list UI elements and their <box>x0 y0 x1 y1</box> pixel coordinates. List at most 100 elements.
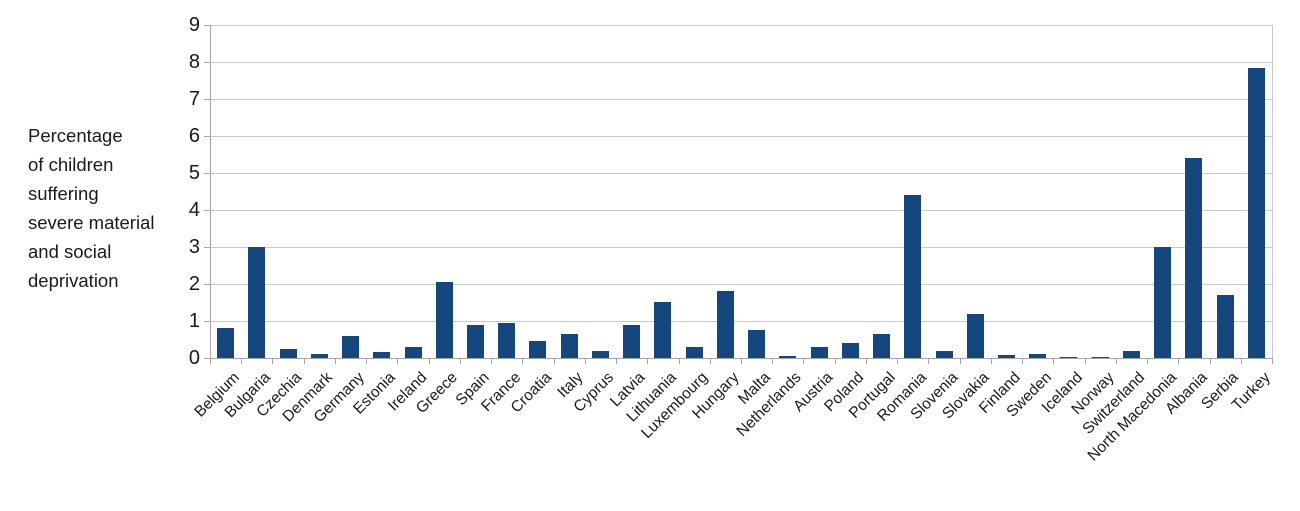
bar-denmark <box>311 354 328 358</box>
x-tick <box>803 358 804 364</box>
y-tick-label: 5 <box>188 162 200 184</box>
bar-sweden <box>1029 354 1046 358</box>
y-axis-title-line: of children <box>28 154 114 175</box>
y-tick <box>204 25 210 26</box>
y-tick <box>204 173 210 174</box>
bar-netherlands <box>779 356 796 358</box>
x-tick <box>772 358 773 364</box>
x-tick <box>1147 358 1148 364</box>
x-axis <box>204 358 1272 359</box>
y-tick-label: 7 <box>188 88 200 110</box>
x-tick <box>1241 358 1242 364</box>
bar-greece <box>436 282 453 358</box>
y-tick-label: 6 <box>188 125 200 147</box>
bar-switzerland <box>1123 351 1140 358</box>
x-tick <box>1210 358 1211 364</box>
y-axis-title: Percentage of children suffering severe mat… <box>28 121 154 295</box>
bar-slovenia <box>936 351 953 358</box>
y-tick <box>204 62 210 63</box>
y-tick-label: 4 <box>188 199 200 221</box>
bar-turkey <box>1248 68 1265 358</box>
x-tick <box>647 358 648 364</box>
x-tick <box>1085 358 1086 364</box>
x-tick <box>960 358 961 364</box>
y-axis-title-line: and social <box>28 241 112 262</box>
x-tick <box>1272 358 1273 364</box>
bar-albania <box>1185 158 1202 358</box>
y-tick <box>204 210 210 211</box>
x-tick <box>272 358 273 364</box>
x-tick <box>616 358 617 364</box>
gridline <box>210 210 1272 211</box>
x-tick <box>866 358 867 364</box>
x-tick <box>585 358 586 364</box>
x-tick <box>397 358 398 364</box>
y-tick <box>204 321 210 322</box>
bar-norway <box>1092 357 1109 358</box>
bar-germany <box>342 336 359 358</box>
x-tick <box>554 358 555 364</box>
bar-lithuania <box>654 302 671 358</box>
x-tick <box>741 358 742 364</box>
x-tick <box>210 358 211 364</box>
bar-latvia <box>623 325 640 358</box>
bar-estonia <box>373 352 390 358</box>
x-tick <box>429 358 430 364</box>
y-axis-title-line: Percentage <box>28 125 123 146</box>
bar-france <box>498 323 515 358</box>
y-tick-label: 2 <box>188 273 200 295</box>
y-tick-label: 8 <box>188 51 200 73</box>
y-tick <box>204 247 210 248</box>
gridline <box>210 173 1272 174</box>
x-tick <box>1022 358 1023 364</box>
x-tick <box>522 358 523 364</box>
gridline <box>210 136 1272 137</box>
bar-austria <box>811 347 828 358</box>
y-tick <box>204 136 210 137</box>
x-tick <box>1178 358 1179 364</box>
y-tick-label: 9 <box>188 14 200 36</box>
x-tick <box>304 358 305 364</box>
bar-north-macedonia <box>1154 247 1171 358</box>
x-tick <box>491 358 492 364</box>
x-tick <box>1053 358 1054 364</box>
x-tick <box>710 358 711 364</box>
bar-malta <box>748 330 765 358</box>
bar-cyprus <box>592 351 609 358</box>
bar-czechia <box>280 349 297 358</box>
gridline <box>210 62 1272 63</box>
bar-iceland <box>1060 357 1077 358</box>
x-tick <box>991 358 992 364</box>
y-tick <box>204 284 210 285</box>
bar-romania <box>904 195 921 358</box>
x-tick <box>835 358 836 364</box>
x-tick <box>241 358 242 364</box>
y-axis <box>210 25 211 358</box>
y-axis-title-line: suffering <box>28 183 99 204</box>
bar-slovakia <box>967 314 984 358</box>
y-axis-title-line: deprivation <box>28 270 119 291</box>
bar-spain <box>467 325 484 358</box>
bar-hungary <box>717 291 734 358</box>
x-tick <box>335 358 336 364</box>
bar-portugal <box>873 334 890 358</box>
bar-luxembourg <box>686 347 703 358</box>
x-tick <box>460 358 461 364</box>
bar-italy <box>561 334 578 358</box>
y-axis-title-line: severe material <box>28 212 155 233</box>
bar-croatia <box>529 341 546 358</box>
gridline <box>210 99 1272 100</box>
x-tick <box>366 358 367 364</box>
x-tick <box>679 358 680 364</box>
x-tick <box>1116 358 1117 364</box>
x-tick <box>928 358 929 364</box>
plot-right-border <box>1272 25 1273 358</box>
y-tick-label: 0 <box>188 347 200 369</box>
y-tick <box>204 99 210 100</box>
gridline <box>210 284 1272 285</box>
gridline <box>210 25 1272 26</box>
bar-serbia <box>1217 295 1234 358</box>
bar-finland <box>998 355 1015 358</box>
y-tick-label: 1 <box>188 310 200 332</box>
